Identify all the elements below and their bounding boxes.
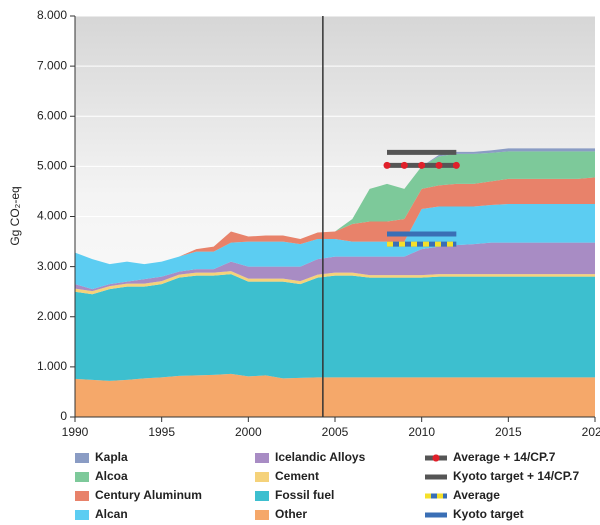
area xyxy=(75,274,595,381)
legend-swatch xyxy=(255,491,269,501)
y-tick-label: 6.000 xyxy=(37,108,67,122)
y-tick-label: 8.000 xyxy=(37,8,67,22)
legend-swatch xyxy=(75,453,89,463)
legend-label: Alcoa xyxy=(95,469,128,483)
x-tick-label: 2005 xyxy=(322,425,349,439)
y-tick-label: 2.000 xyxy=(37,309,67,323)
y-axis-label: Gg CO₂-eq xyxy=(8,186,22,245)
legend-swatch xyxy=(75,491,89,501)
reference-line-dot xyxy=(435,161,443,169)
legend-label: Icelandic Alloys xyxy=(275,450,366,464)
area xyxy=(75,151,595,265)
legend-swatch xyxy=(255,453,269,463)
legend-label: Century Aluminum xyxy=(95,488,202,502)
area xyxy=(75,177,595,265)
legend-label: Fossil fuel xyxy=(275,488,334,502)
x-tick-label: 1995 xyxy=(148,425,175,439)
y-tick-label: 7.000 xyxy=(37,58,67,72)
x-tick-label: 1990 xyxy=(62,425,89,439)
reference-line-dot xyxy=(400,161,408,169)
legend-label: Average xyxy=(453,488,500,502)
y-tick-label: 4.000 xyxy=(37,209,67,223)
legend-label: Kyoto target xyxy=(453,507,524,521)
x-tick-label: 2020 xyxy=(582,425,600,439)
legend-label: Kapla xyxy=(95,450,128,464)
legend-label: Cement xyxy=(275,469,319,483)
legend-line-dot xyxy=(432,454,440,462)
y-tick-label: 1.000 xyxy=(37,359,67,373)
y-tick-label: 3.000 xyxy=(37,259,67,273)
legend-swatch xyxy=(255,472,269,482)
area xyxy=(75,242,595,292)
area xyxy=(75,373,595,417)
legend-label: Alcan xyxy=(95,507,128,521)
legend-swatch xyxy=(255,510,269,520)
area xyxy=(75,203,595,290)
legend-label: Average + 14/CP.7 xyxy=(453,450,556,464)
x-tick-label: 2000 xyxy=(235,425,262,439)
y-tick-label: 5.000 xyxy=(37,159,67,173)
x-tick-label: 2015 xyxy=(495,425,522,439)
reference-line-dot xyxy=(452,161,460,169)
reference-line-dot xyxy=(418,161,426,169)
x-tick-label: 2010 xyxy=(408,425,435,439)
legend-swatch xyxy=(75,472,89,482)
legend-label: Kyoto target + 14/CP.7 xyxy=(453,469,579,483)
legend-label: Other xyxy=(275,507,307,521)
y-tick-label: 0 xyxy=(60,409,67,423)
legend-swatch xyxy=(75,510,89,520)
reference-line-dot xyxy=(383,161,391,169)
